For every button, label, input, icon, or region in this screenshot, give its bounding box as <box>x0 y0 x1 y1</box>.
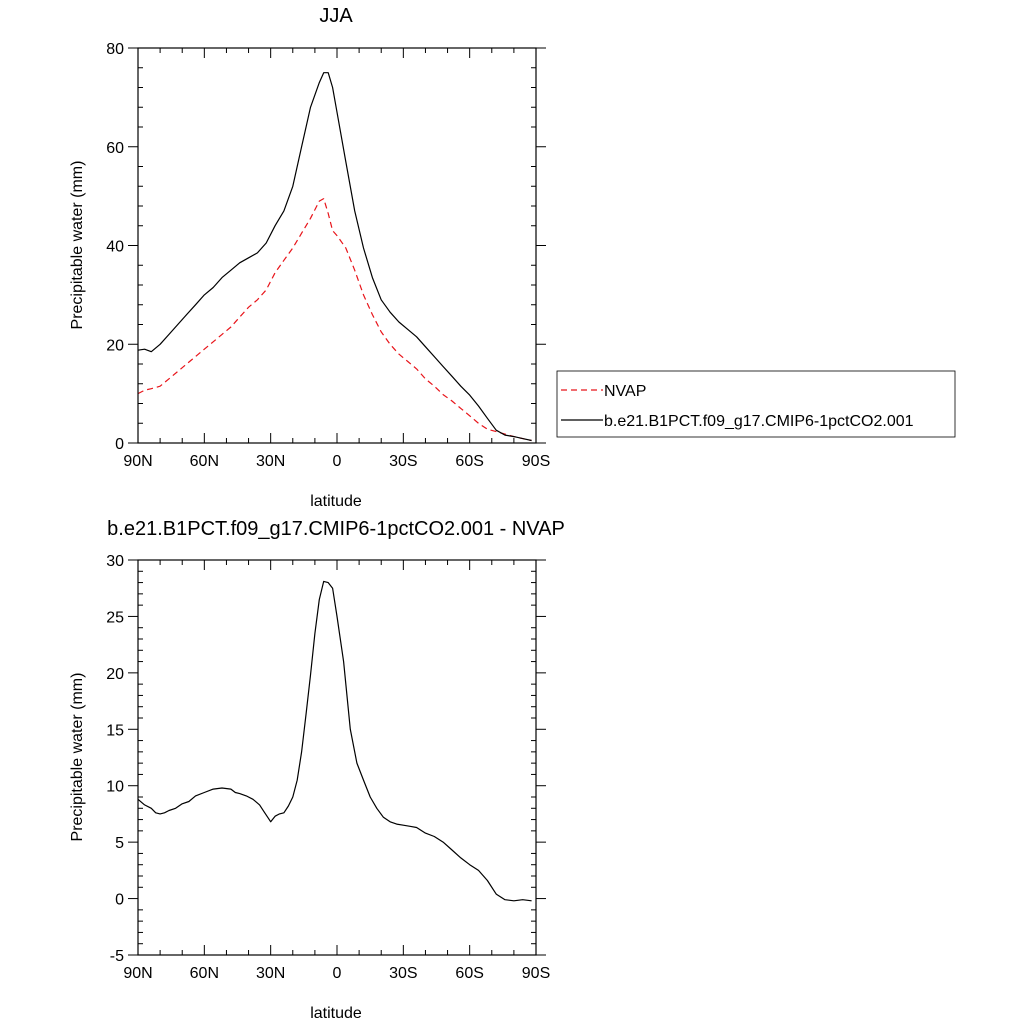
y-tick-label: 40 <box>106 239 124 256</box>
x-tick-label: 30N <box>256 965 285 982</box>
x-tick-label: 60S <box>455 965 483 982</box>
legend: NVAP b.e21.B1PCT.f09_g17.CMIP6-1pctCO2.0… <box>556 370 956 438</box>
y-tick-label: 0 <box>115 436 124 453</box>
top-plot-frame <box>137 47 537 444</box>
x-tick-label: 90S <box>522 453 550 470</box>
x-tick-label: 30N <box>256 453 285 470</box>
top-y-axis-label: Precipitable water (mm) <box>69 161 86 330</box>
x-tick-label: 30S <box>389 965 417 982</box>
x-tick-label: 90N <box>123 965 152 982</box>
legend-label-model: b.e21.B1PCT.f09_g17.CMIP6-1pctCO2.001 <box>604 413 914 430</box>
x-tick-label: 90N <box>123 453 152 470</box>
y-tick-label: 80 <box>106 41 124 58</box>
series-line-model <box>137 72 532 442</box>
bottom-tick-labels: 90N 60N 30N 0 30S 60S 90S -5 0 5 10 15 20 25 30 <box>106 553 550 982</box>
y-tick-label: -5 <box>110 948 124 965</box>
x-tick-label: 0 <box>333 965 342 982</box>
series-line-difference <box>137 580 532 902</box>
y-tick-label: 20 <box>106 337 124 354</box>
bottom-chart-title: b.e21.B1PCT.f09_g17.CMIP6-1pctCO2.001 - … <box>107 518 565 540</box>
legend-label-nvap: NVAP <box>604 383 646 400</box>
bottom-series-lines <box>137 580 532 902</box>
x-tick-label: 0 <box>333 453 342 470</box>
y-tick-label: 20 <box>106 666 124 683</box>
top-x-axis-label: latitude <box>310 493 362 510</box>
top-series-lines <box>137 72 532 442</box>
y-tick-label: 30 <box>106 553 124 570</box>
x-tick-label: 60N <box>190 965 219 982</box>
bottom-plot-frame <box>137 559 537 956</box>
x-tick-label: 60N <box>190 453 219 470</box>
legend-box <box>556 370 956 438</box>
y-tick-label: 10 <box>106 779 124 796</box>
bottom-y-axis-label: Precipitable water (mm) <box>69 673 86 842</box>
top-axis-ticks <box>128 47 546 444</box>
y-tick-label: 25 <box>106 609 124 626</box>
y-tick-label: 0 <box>115 892 124 909</box>
top-panel: JJA 90N 60N 30N 0 30S 60S 90S 0 20 40 60 80 latitud… <box>69 5 550 510</box>
x-tick-label: 60S <box>455 453 483 470</box>
y-tick-label: 5 <box>115 835 124 852</box>
x-tick-label: 90S <box>522 965 550 982</box>
bottom-panel: b.e21.B1PCT.f09_g17.CMIP6-1pctCO2.001 - … <box>69 518 565 1022</box>
y-tick-label: 15 <box>106 722 124 739</box>
series-line-nvap <box>137 198 532 442</box>
x-tick-label: 30S <box>389 453 417 470</box>
top-chart-title: JJA <box>319 5 353 27</box>
top-tick-labels: 90N 60N 30N 0 30S 60S 90S 0 20 40 60 80 <box>106 41 550 470</box>
y-tick-label: 60 <box>106 140 124 157</box>
bottom-axis-ticks <box>128 559 546 956</box>
bottom-x-axis-label: latitude <box>310 1005 362 1022</box>
